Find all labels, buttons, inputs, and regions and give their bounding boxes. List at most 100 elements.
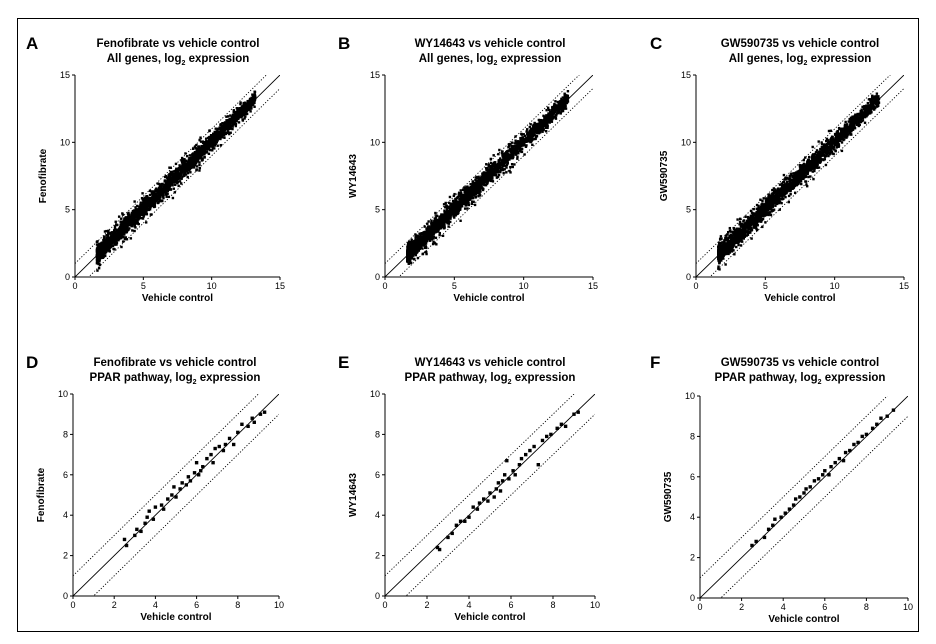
data-point bbox=[148, 201, 151, 204]
data-point bbox=[122, 229, 125, 233]
data-point bbox=[180, 159, 183, 162]
y-tick-label: 0 bbox=[65, 272, 70, 282]
data-point bbox=[101, 242, 104, 246]
data-point bbox=[533, 134, 537, 137]
data-point bbox=[479, 177, 483, 180]
data-point bbox=[459, 189, 462, 192]
data-point bbox=[157, 182, 161, 186]
data-point bbox=[417, 249, 421, 252]
data-point bbox=[423, 242, 427, 246]
data-point bbox=[532, 123, 535, 127]
data-point bbox=[208, 147, 211, 150]
data-point bbox=[407, 240, 411, 244]
data-point bbox=[505, 156, 508, 159]
data-point bbox=[112, 247, 115, 251]
data-point bbox=[132, 211, 135, 214]
data-point bbox=[158, 189, 162, 192]
data-point bbox=[435, 224, 438, 228]
data-point bbox=[215, 132, 219, 136]
data-point bbox=[219, 131, 223, 135]
data-point bbox=[499, 170, 502, 174]
data-point bbox=[415, 235, 418, 239]
data-point bbox=[531, 143, 534, 146]
data-point bbox=[193, 164, 197, 167]
data-point bbox=[210, 136, 214, 140]
data-point bbox=[109, 240, 112, 244]
data-point bbox=[214, 127, 217, 130]
data-point bbox=[157, 190, 160, 193]
data-point bbox=[119, 223, 123, 227]
data-point bbox=[102, 252, 105, 256]
data-point bbox=[430, 224, 433, 228]
data-point bbox=[517, 152, 520, 155]
data-point bbox=[245, 112, 248, 116]
data-point bbox=[149, 205, 152, 209]
data-point bbox=[438, 216, 441, 219]
data-point bbox=[448, 195, 452, 199]
data-point bbox=[418, 232, 421, 235]
data-point bbox=[495, 168, 499, 171]
data-point bbox=[484, 184, 488, 187]
data-point bbox=[422, 239, 425, 243]
data-point bbox=[223, 124, 227, 128]
data-point bbox=[478, 194, 482, 197]
data-point bbox=[144, 204, 147, 208]
data-point bbox=[237, 113, 241, 116]
data-point bbox=[191, 164, 194, 167]
data-point bbox=[529, 123, 532, 126]
data-point bbox=[240, 114, 244, 117]
data-point bbox=[454, 206, 458, 210]
data-point bbox=[194, 162, 198, 165]
data-point bbox=[166, 179, 169, 182]
data-point bbox=[236, 110, 239, 113]
data-point bbox=[489, 177, 492, 180]
data-point bbox=[170, 179, 174, 182]
data-point bbox=[556, 100, 560, 104]
data-point bbox=[559, 107, 562, 110]
data-point bbox=[116, 228, 119, 232]
data-point bbox=[240, 106, 243, 109]
data-point bbox=[502, 171, 505, 175]
data-point bbox=[496, 163, 500, 166]
data-point bbox=[178, 174, 182, 178]
data-point bbox=[420, 239, 424, 243]
data-point bbox=[163, 185, 166, 189]
data-point bbox=[540, 120, 544, 123]
data-point bbox=[540, 129, 543, 132]
data-point bbox=[497, 159, 501, 162]
data-point bbox=[185, 154, 189, 158]
data-point bbox=[485, 182, 489, 185]
data-point bbox=[183, 174, 186, 177]
data-point bbox=[162, 194, 165, 197]
data-point bbox=[113, 243, 117, 246]
data-point bbox=[437, 221, 440, 225]
data-point bbox=[99, 247, 103, 251]
data-point bbox=[472, 185, 476, 188]
data-point bbox=[136, 219, 139, 223]
data-point bbox=[163, 191, 167, 194]
data-point bbox=[484, 167, 488, 170]
data-point bbox=[129, 222, 133, 226]
data-point bbox=[444, 216, 447, 219]
data-point bbox=[140, 210, 143, 213]
data-point bbox=[479, 190, 482, 193]
data-point bbox=[406, 254, 409, 258]
data-point bbox=[564, 104, 567, 108]
data-point bbox=[407, 262, 411, 265]
data-point bbox=[438, 221, 442, 224]
subtitle-subscript: 2 bbox=[803, 60, 807, 67]
data-point bbox=[469, 193, 473, 196]
data-point bbox=[238, 110, 242, 113]
data-point bbox=[519, 148, 522, 151]
data-point bbox=[141, 198, 145, 201]
data-point bbox=[248, 97, 252, 101]
data-point bbox=[230, 115, 234, 118]
chart-title: WY14643 vs vehicle control bbox=[415, 38, 566, 50]
data-point bbox=[539, 123, 542, 126]
x-tick-label: 5 bbox=[141, 281, 146, 291]
data-point bbox=[512, 145, 515, 148]
data-point bbox=[510, 162, 514, 166]
data-point bbox=[449, 210, 452, 214]
data-point bbox=[427, 236, 431, 240]
data-point bbox=[563, 96, 567, 99]
